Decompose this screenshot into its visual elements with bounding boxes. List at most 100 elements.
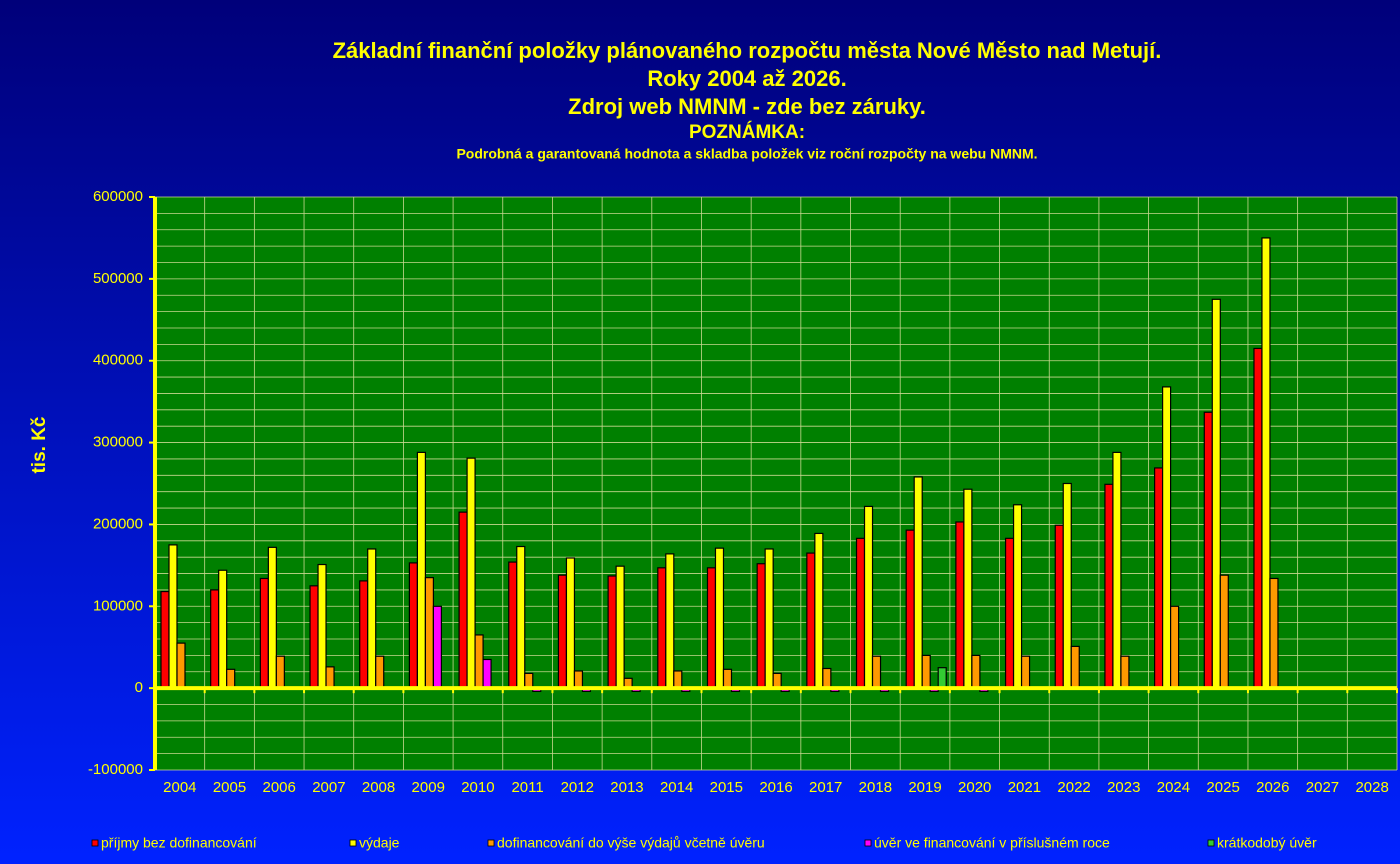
bar xyxy=(218,569,228,689)
bar xyxy=(806,552,816,689)
x-tick-label: 2005 xyxy=(213,779,246,796)
bar xyxy=(524,672,534,689)
bar xyxy=(482,658,492,689)
bar xyxy=(275,655,285,689)
note-title: POZNÁMKA: xyxy=(689,121,805,143)
bar xyxy=(325,666,335,689)
bar xyxy=(772,672,782,689)
legend-label: příjmy bez dofinancování xyxy=(101,835,257,851)
bar xyxy=(160,590,170,689)
bar xyxy=(259,577,269,689)
x-tick-label: 2008 xyxy=(362,779,395,796)
bar xyxy=(466,457,476,689)
bar xyxy=(822,667,832,689)
bar xyxy=(317,563,327,689)
chart-title: Základní finanční položky plánovaného ro… xyxy=(333,38,1162,63)
bar xyxy=(359,580,369,689)
x-tick-label: 2018 xyxy=(859,779,892,796)
chart-title: Roky 2004 až 2026. xyxy=(647,66,846,91)
x-tick-label: 2024 xyxy=(1157,779,1190,796)
bar xyxy=(408,562,418,689)
bar xyxy=(226,668,236,689)
x-tick-label: 2023 xyxy=(1107,779,1140,796)
x-tick-label: 2011 xyxy=(511,779,543,796)
bar xyxy=(1161,386,1172,689)
x-tick-label: 2027 xyxy=(1306,779,1339,796)
bar xyxy=(756,563,766,689)
bar xyxy=(1012,504,1023,689)
legend-label: krátkodobý úvěr xyxy=(1217,835,1317,851)
y-tick-label: 100000 xyxy=(93,597,143,614)
bar xyxy=(714,547,725,689)
legend-marker xyxy=(487,839,495,847)
x-tick-label: 2020 xyxy=(958,779,991,796)
x-tick-label: 2010 xyxy=(461,779,494,796)
legend-marker xyxy=(91,839,99,847)
y-tick-label: 0 xyxy=(135,679,143,696)
bar xyxy=(863,505,874,689)
bar xyxy=(508,561,518,689)
bar xyxy=(871,655,882,689)
x-tick-label: 2015 xyxy=(710,779,743,796)
bar xyxy=(474,634,484,689)
bar xyxy=(1253,347,1263,689)
bar xyxy=(367,548,377,689)
y-tick-label: 400000 xyxy=(93,352,143,369)
bar xyxy=(1104,483,1114,689)
bar xyxy=(673,670,683,689)
bar xyxy=(913,476,923,689)
bar xyxy=(971,654,981,689)
x-tick-label: 2014 xyxy=(660,779,693,796)
bar xyxy=(855,537,866,689)
y-tick-label: -100000 xyxy=(88,761,143,778)
bar xyxy=(416,451,426,689)
bar xyxy=(905,529,915,689)
x-tick-label: 2026 xyxy=(1256,779,1289,796)
bar xyxy=(516,545,526,689)
y-axis-title: tis. Kč xyxy=(29,416,50,473)
bar xyxy=(432,605,442,689)
bar xyxy=(557,574,568,689)
x-tick-label: 2009 xyxy=(412,779,445,796)
bar xyxy=(573,670,584,689)
bar xyxy=(375,655,385,689)
bar xyxy=(1112,451,1122,689)
note: Podrobná a garantovaná hodnota a skladba… xyxy=(456,146,1037,162)
bar xyxy=(267,546,277,689)
bar xyxy=(706,567,717,689)
y-tick-label: 500000 xyxy=(93,270,143,287)
x-tick-label: 2007 xyxy=(312,779,345,796)
bar xyxy=(1211,298,1221,689)
bar xyxy=(955,521,965,689)
bar xyxy=(1269,577,1279,689)
bar xyxy=(309,585,319,689)
bar xyxy=(1120,655,1130,689)
bar xyxy=(764,548,774,689)
bar xyxy=(814,532,824,689)
x-tick-label: 2016 xyxy=(759,779,792,796)
bar xyxy=(458,511,468,689)
bar xyxy=(937,667,947,689)
legend-label: dofinancování do výše výdajů včetně úvěr… xyxy=(497,835,765,851)
x-tick-label: 2013 xyxy=(610,779,643,796)
bar xyxy=(921,654,931,689)
x-tick-label: 2025 xyxy=(1206,779,1239,796)
legend-label: úvěr ve financování v příslušném roce xyxy=(874,835,1110,851)
bar xyxy=(1219,574,1229,689)
bar xyxy=(565,557,576,689)
x-tick-label: 2021 xyxy=(1008,779,1041,796)
legend-marker xyxy=(349,839,357,847)
bar xyxy=(1261,237,1271,689)
bar xyxy=(1020,655,1031,689)
y-tick-label: 600000 xyxy=(93,188,143,205)
legend-marker xyxy=(1207,839,1215,847)
x-tick-label: 2017 xyxy=(809,779,842,796)
x-tick-label: 2004 xyxy=(163,779,196,796)
bar xyxy=(168,544,178,689)
bar xyxy=(1062,482,1072,689)
bar xyxy=(963,488,973,689)
bar xyxy=(210,589,220,689)
bar xyxy=(607,575,617,689)
y-tick-label: 200000 xyxy=(93,515,143,532)
bar xyxy=(1169,605,1180,689)
